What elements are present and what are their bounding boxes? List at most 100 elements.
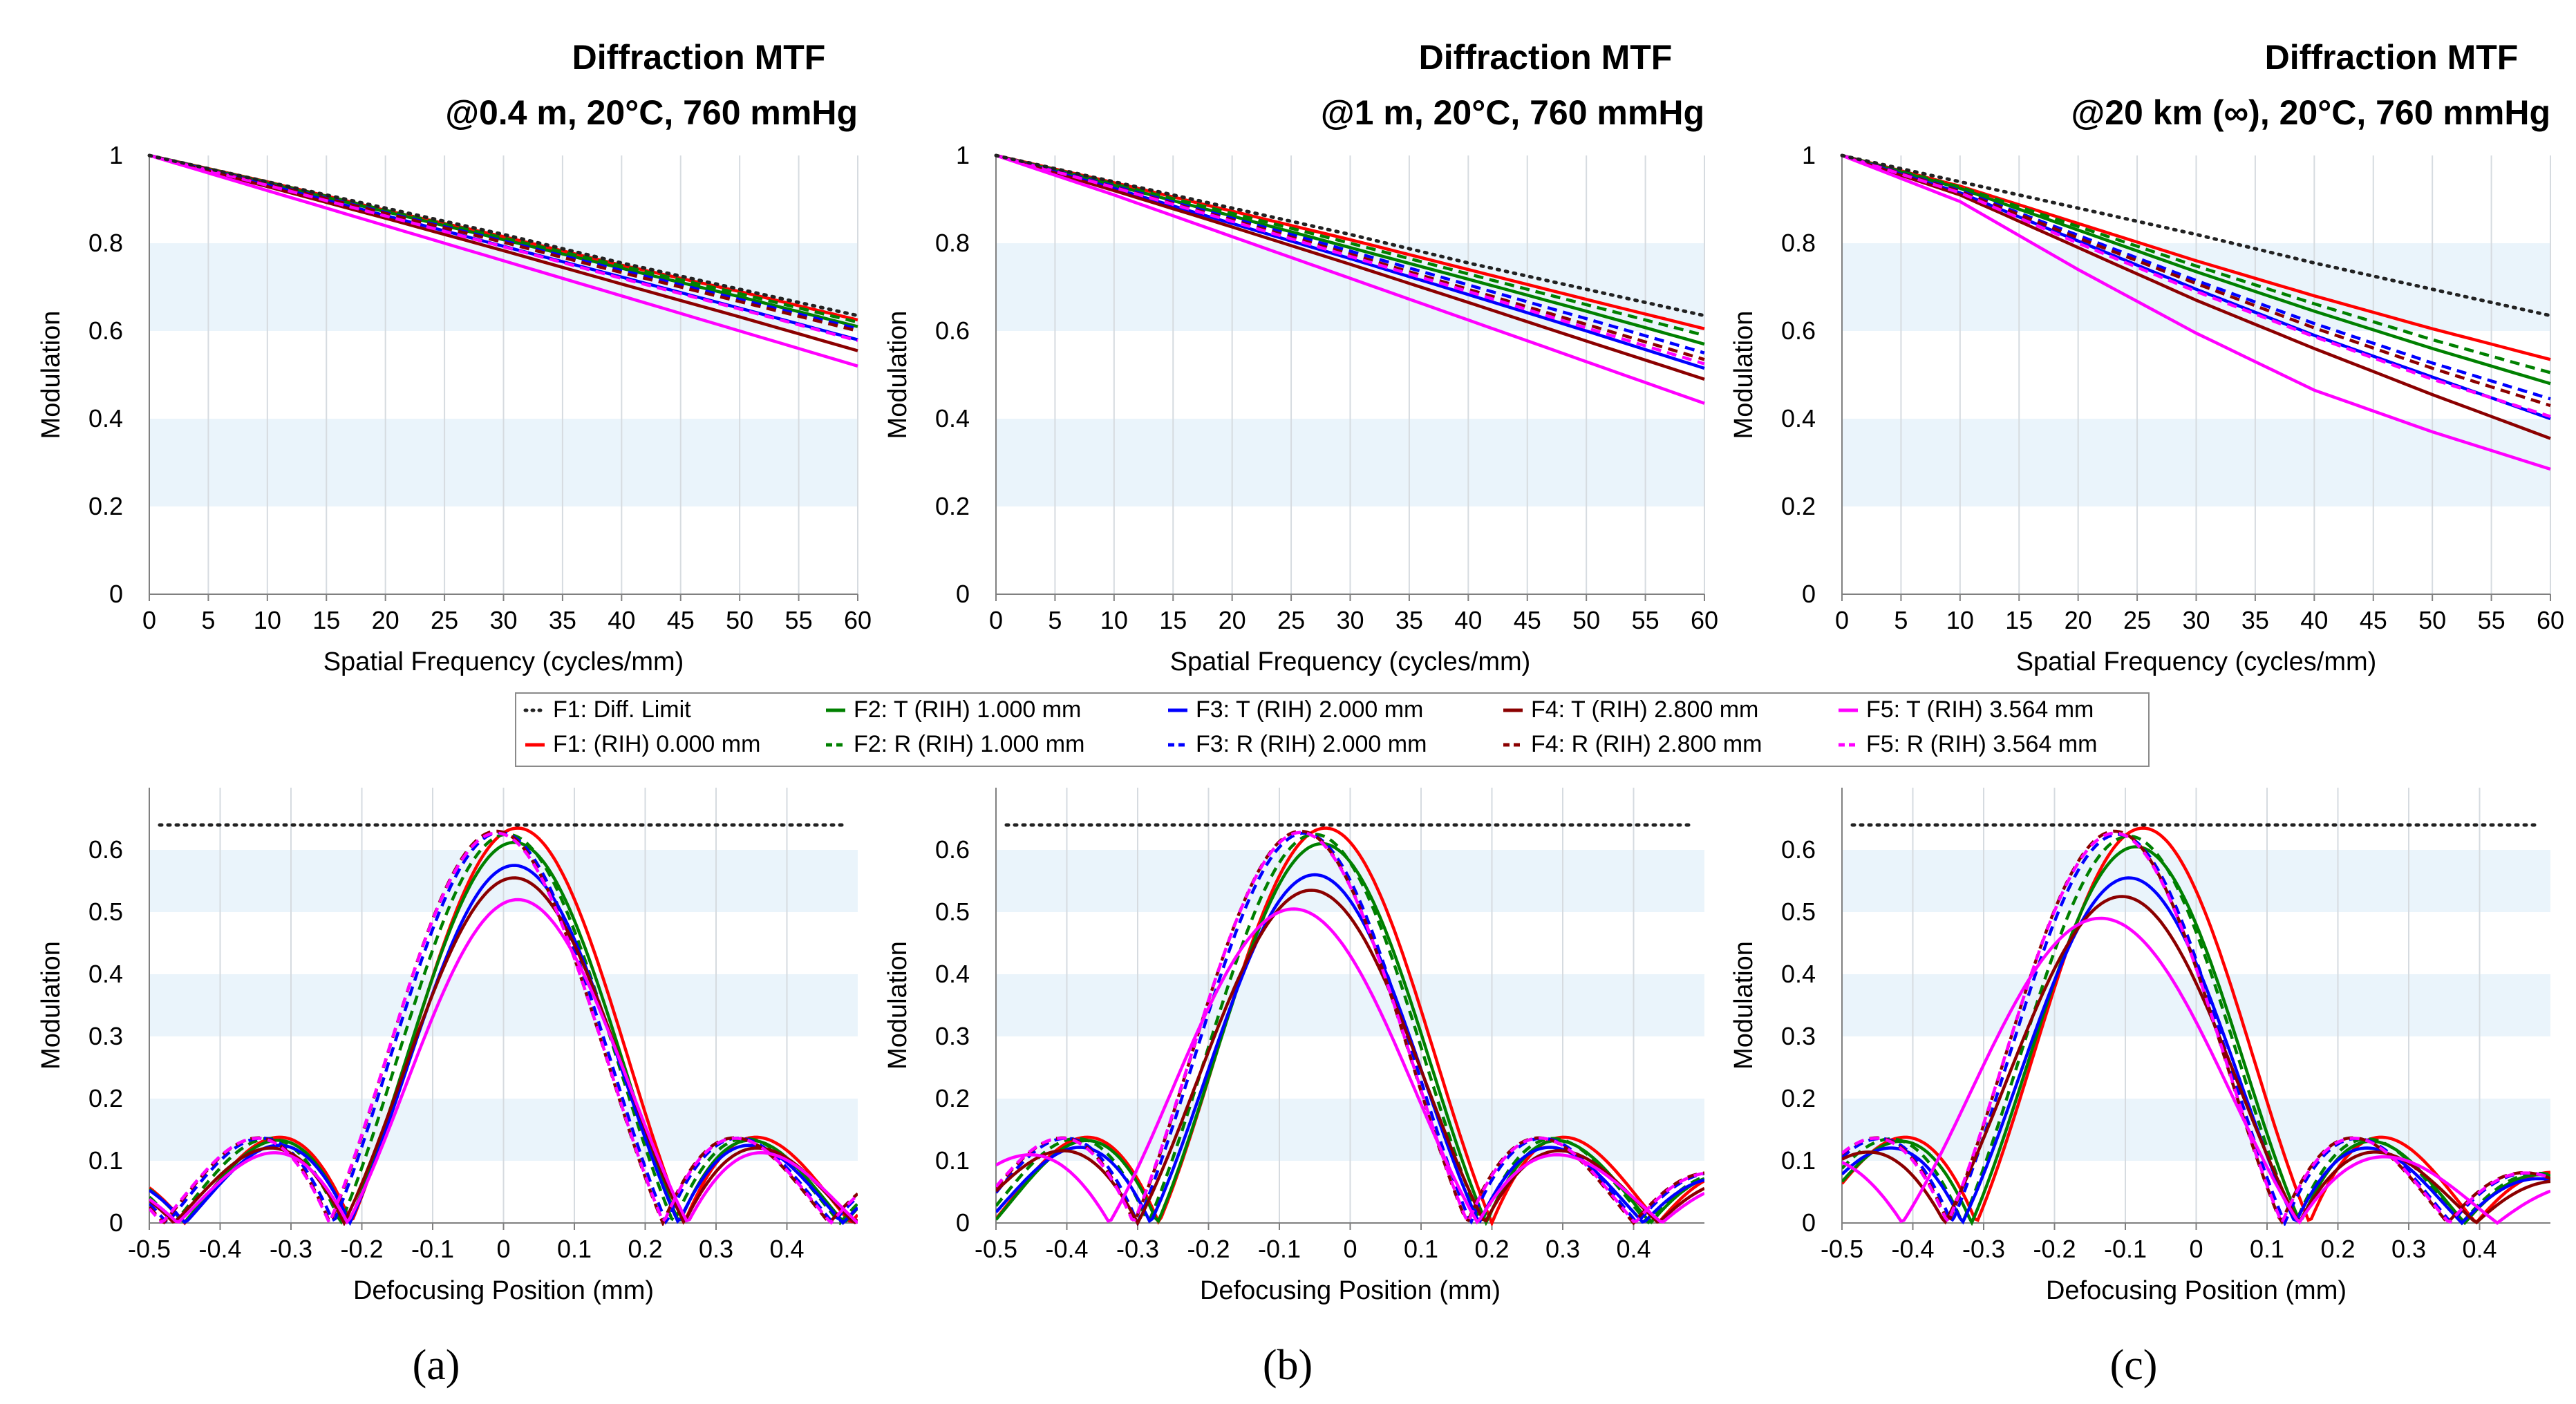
panel-label-a: (a) [413, 1342, 460, 1389]
series-line [149, 153, 858, 324]
x-tick-label: -0.3 [1962, 1235, 2005, 1263]
y-tick-label: 0.4 [1781, 960, 1816, 988]
x-tick-label: 0.1 [1404, 1235, 1438, 1263]
y-tick-label: 0.6 [1781, 835, 1816, 864]
y-tick-label: 0.2 [88, 1084, 123, 1112]
y-axis-label: Modulation [1729, 941, 1758, 1070]
x-tick-label: -0.4 [198, 1235, 241, 1263]
x-tick-label: 35 [549, 606, 576, 634]
series-line [149, 153, 858, 343]
x-tick-label: 40 [2300, 606, 2328, 634]
x-axis-label: Spatial Frequency (cycles/mm) [323, 647, 684, 676]
series-line [1841, 153, 2551, 471]
defocus-curves [1842, 826, 2550, 1226]
series-line [149, 840, 858, 1224]
y-tick-label: 0.2 [935, 492, 970, 520]
x-tick-label: 45 [2360, 606, 2387, 634]
series-line [1842, 831, 2550, 1226]
x-tick-label: 0.4 [2462, 1235, 2497, 1263]
series-line [149, 153, 858, 328]
y-tick-label: 0.3 [935, 1022, 970, 1050]
x-tick-label: 0 [1343, 1235, 1357, 1263]
x-tick-label: 0.1 [557, 1235, 592, 1263]
x-tick-label: 60 [2537, 606, 2564, 634]
series-line [1841, 153, 2551, 408]
x-tick-label: 10 [1946, 606, 1974, 634]
series-line [995, 153, 1705, 366]
panel-labels: (a) (b) (c) [413, 1342, 2158, 1389]
mtf-frequency-chart: Diffraction MTF @0.4 m, 20°C, 760 mmHg 0 5 1… [37, 38, 872, 676]
series-line [1841, 153, 2551, 361]
x-axis-label: Spatial Frequency (cycles/mm) [2016, 647, 2377, 676]
series-line [1841, 153, 2551, 386]
series-line [1841, 153, 2551, 401]
series-line [1841, 153, 2551, 440]
x-tick-label: 55 [2478, 606, 2506, 634]
y-axis-label: Modulation [37, 311, 66, 439]
x-tick-label: -0.1 [1258, 1235, 1301, 1263]
y-tick-label: 0.2 [88, 492, 123, 520]
series-line [995, 153, 1705, 354]
x-tick-label: -0.5 [1821, 1235, 1863, 1263]
defocus-curves [149, 826, 858, 1226]
x-tick-label: -0.2 [1187, 1235, 1230, 1263]
y-axis-label: Modulation [37, 941, 66, 1070]
series-line [149, 153, 858, 330]
series-line [149, 898, 858, 1225]
mtf-defocus-chart: -0.5 -0.4 -0.3 -0.2 -0.1 0 0.1 0.2 0.3 0.4 0 0.1 0.2… [883, 788, 1704, 1305]
x-tick-label: -0.3 [270, 1235, 312, 1263]
y-tick-label: 0.1 [1781, 1146, 1816, 1175]
series-line [149, 876, 858, 1226]
series-line [996, 889, 1704, 1226]
y-tick-label: 0.4 [88, 960, 123, 988]
y-tick-label: 0 [956, 580, 970, 608]
series-line [995, 153, 1705, 381]
series-line [996, 826, 1704, 1226]
x-tick-label: 30 [489, 606, 517, 634]
y-tick-label: 0.6 [935, 316, 970, 345]
panel-label-b: (b) [1263, 1342, 1313, 1389]
x-axis-label: Spatial Frequency (cycles/mm) [1170, 647, 1531, 676]
x-tick-label: 55 [785, 606, 813, 634]
x-tick-label: 0.2 [628, 1235, 662, 1263]
x-tick-label: 15 [312, 606, 340, 634]
y-tick-label: 0.6 [88, 835, 123, 864]
x-tick-label: -0.5 [975, 1235, 1017, 1263]
y-tick-label: 0 [1802, 1208, 1816, 1237]
legend-label: F5: T (RIH) 3.564 mm [1866, 696, 2094, 723]
y-axis-label: Modulation [883, 311, 912, 439]
x-tick-label: 20 [372, 606, 399, 634]
x-tick-label: 5 [1894, 606, 1908, 634]
y-tick-label: 0.8 [88, 229, 123, 257]
y-tick-label: 0.6 [88, 316, 123, 345]
series-line [1842, 833, 2550, 1226]
x-tick-label: 20 [1219, 606, 1246, 634]
y-tick-label: 0.6 [1781, 316, 1816, 345]
x-tick-label: -0.3 [1116, 1235, 1159, 1263]
x-tick-label: 5 [201, 606, 215, 634]
series-line [995, 153, 1705, 330]
x-tick-label: 40 [1454, 606, 1482, 634]
x-tick-label: -0.1 [411, 1235, 454, 1263]
x-tick-label: 15 [1159, 606, 1187, 634]
series-line [149, 153, 858, 368]
x-tick-label: 0 [989, 606, 1003, 634]
y-tick-label: 0.5 [88, 898, 123, 926]
x-tick-label: 0.2 [1474, 1235, 1509, 1263]
x-tick-label: -0.4 [1045, 1235, 1088, 1263]
series-line [995, 153, 1705, 346]
y-tick-label: 0.4 [935, 404, 970, 433]
chart-title: Diffraction MTF [1419, 38, 1673, 77]
y-tick-label: 0.8 [1781, 229, 1816, 257]
series-line [1842, 845, 2550, 1226]
x-tick-label: 0.2 [2320, 1235, 2355, 1263]
legend-box [515, 692, 2150, 767]
charts-layer: Diffraction MTF @0.4 m, 20°C, 760 mmHg 0 5 1… [37, 38, 2564, 1305]
x-tick-label: 30 [1336, 606, 1364, 634]
legend-label: F1: Diff. Limit [553, 696, 691, 723]
chart-title: Diffraction MTF [572, 38, 826, 77]
series-line [995, 153, 1705, 370]
series-line [996, 907, 1704, 1225]
